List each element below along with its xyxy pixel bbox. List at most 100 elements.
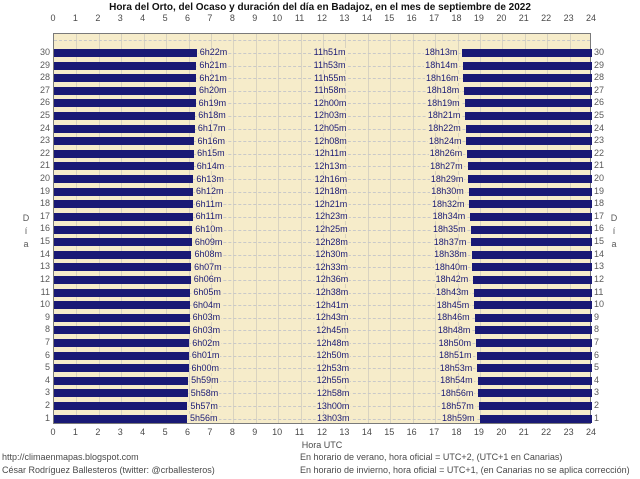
y-tick-label: 6 bbox=[594, 349, 600, 360]
y-tick-label: 18 bbox=[39, 198, 50, 209]
sunrise-label: 6h09m bbox=[193, 236, 224, 247]
night-bar-right bbox=[467, 162, 592, 171]
daylength-label: 12h58m bbox=[315, 387, 351, 398]
sunrise-label: 6h00m bbox=[190, 362, 221, 373]
y-tick-label: 17 bbox=[594, 210, 605, 221]
night-bar-right bbox=[466, 137, 592, 146]
y-tick-label: 10 bbox=[594, 299, 605, 310]
sunset-label: 18h34m bbox=[431, 211, 467, 222]
night-bar-left bbox=[54, 238, 192, 247]
x-tick-label: 7 bbox=[207, 13, 213, 23]
sunset-label: 18h24m bbox=[427, 135, 463, 146]
footer-summer-time-note: En horario de verano, hora oficial = UTC… bbox=[300, 452, 563, 462]
y-tick-label: 29 bbox=[39, 59, 50, 70]
night-bar-left bbox=[54, 187, 193, 196]
x-tick-label: 23 bbox=[563, 427, 574, 437]
y-tick-label: 18 bbox=[594, 198, 605, 209]
hour-gridline bbox=[412, 34, 414, 423]
x-tick-label: 1 bbox=[72, 427, 78, 437]
x-tick-label: 24 bbox=[585, 427, 596, 437]
chart-plot-area: 6h22m 11h51m 18h13m 6h21m 11h53m 18h14m 6h21m 1… bbox=[53, 33, 592, 424]
night-bar-left bbox=[54, 326, 190, 335]
y-tick-label: 14 bbox=[594, 248, 605, 259]
x-tick-label: 5 bbox=[162, 13, 168, 23]
night-bar-right bbox=[465, 111, 592, 120]
y-tick-label: 19 bbox=[39, 185, 50, 196]
x-tick-label: 11 bbox=[294, 13, 305, 23]
y-tick-label: 1 bbox=[594, 412, 600, 423]
x-tick-label: 7 bbox=[207, 427, 213, 437]
sunrise-label: 6h07m bbox=[193, 261, 223, 272]
y-tick-label: 22 bbox=[594, 147, 605, 158]
night-bar-left bbox=[54, 263, 192, 272]
sunset-label: 18h46m bbox=[436, 312, 471, 323]
x-tick-label: 17 bbox=[429, 13, 440, 23]
daylength-label: 13h00m bbox=[315, 400, 351, 411]
x-tick-label: 20 bbox=[496, 427, 507, 437]
night-bar-right bbox=[477, 364, 592, 373]
y-tick-label: 7 bbox=[594, 337, 600, 347]
x-tick-label: 15 bbox=[384, 13, 395, 23]
sunset-label: 18h16m bbox=[424, 72, 460, 83]
sunset-label: 18h32m bbox=[430, 198, 466, 209]
night-bar-right bbox=[463, 74, 592, 83]
y-tick-label: 1 bbox=[44, 412, 50, 423]
x-tick-label: 9 bbox=[252, 13, 258, 23]
y-tick-label: 9 bbox=[594, 311, 600, 322]
y-tick-label: 3 bbox=[44, 387, 50, 398]
x-tick-label: 12 bbox=[316, 13, 327, 23]
sunrise-label: 6h05m bbox=[192, 287, 222, 298]
night-bar-left bbox=[54, 301, 190, 310]
y-tick-label: 19 bbox=[594, 185, 605, 196]
hour-gridline bbox=[233, 34, 235, 423]
x-tick-label: 19 bbox=[473, 427, 484, 437]
night-bar-right bbox=[475, 326, 592, 335]
daylength-label: 11h51m bbox=[312, 47, 347, 58]
sunset-label: 18h50m bbox=[437, 337, 473, 348]
y-tick-label: 12 bbox=[39, 273, 50, 284]
sunrise-label: 6h04m bbox=[191, 299, 222, 310]
sunrise-label: 6h20m bbox=[197, 85, 228, 96]
sunset-label: 18h27m bbox=[429, 160, 464, 171]
y-tick-label: 30 bbox=[594, 46, 605, 57]
y-tick-label: 25 bbox=[39, 109, 50, 120]
x-tick-label: 1 bbox=[72, 13, 78, 23]
night-bar-right bbox=[471, 238, 592, 247]
x-tick-label: 10 bbox=[272, 427, 283, 437]
night-bar-left bbox=[54, 137, 195, 146]
night-bar-left bbox=[54, 275, 191, 284]
daylength-label: 12h55m bbox=[315, 375, 351, 386]
night-bar-right bbox=[476, 351, 592, 360]
sunset-label: 18h45m bbox=[435, 299, 471, 310]
sunrise-label: 6h22m bbox=[198, 47, 229, 58]
sunrise-label: 6h06m bbox=[192, 274, 223, 285]
sunset-label: 18h13m bbox=[423, 47, 459, 58]
night-bar-left bbox=[54, 313, 190, 322]
y-tick-label: 20 bbox=[39, 173, 50, 184]
x-tick-label: 4 bbox=[140, 427, 146, 437]
x-tick-label: 23 bbox=[563, 13, 574, 23]
daylength-label: 12h45m bbox=[315, 324, 350, 335]
y-tick-label: 2 bbox=[594, 400, 600, 411]
night-bar-left bbox=[54, 99, 196, 108]
sunrise-label: 6h18m bbox=[197, 110, 227, 121]
hour-gridline bbox=[255, 34, 257, 423]
x-tick-label: 3 bbox=[117, 427, 123, 437]
night-bar-left bbox=[54, 364, 189, 373]
y-tick-label: 17 bbox=[39, 210, 50, 221]
y-tick-label: 16 bbox=[39, 223, 50, 234]
daylength-label: 12h36m bbox=[314, 274, 350, 285]
x-tick-label: 11 bbox=[294, 427, 305, 437]
daylength-label: 12h53m bbox=[315, 362, 351, 373]
y-tick-label: 27 bbox=[594, 84, 605, 95]
sunset-label: 18h48m bbox=[436, 324, 472, 335]
x-tick-label: 22 bbox=[541, 427, 552, 437]
night-bar-left bbox=[54, 389, 188, 398]
daylength-label: 12h08m bbox=[313, 135, 348, 146]
sunset-label: 18h14m bbox=[424, 60, 459, 71]
x-tick-label: 21 bbox=[518, 13, 529, 23]
night-bar-right bbox=[462, 61, 592, 70]
y-tick-label: 7 bbox=[44, 337, 50, 347]
sunrise-label: 6h01m bbox=[190, 350, 221, 361]
hour-gridline bbox=[278, 34, 280, 423]
